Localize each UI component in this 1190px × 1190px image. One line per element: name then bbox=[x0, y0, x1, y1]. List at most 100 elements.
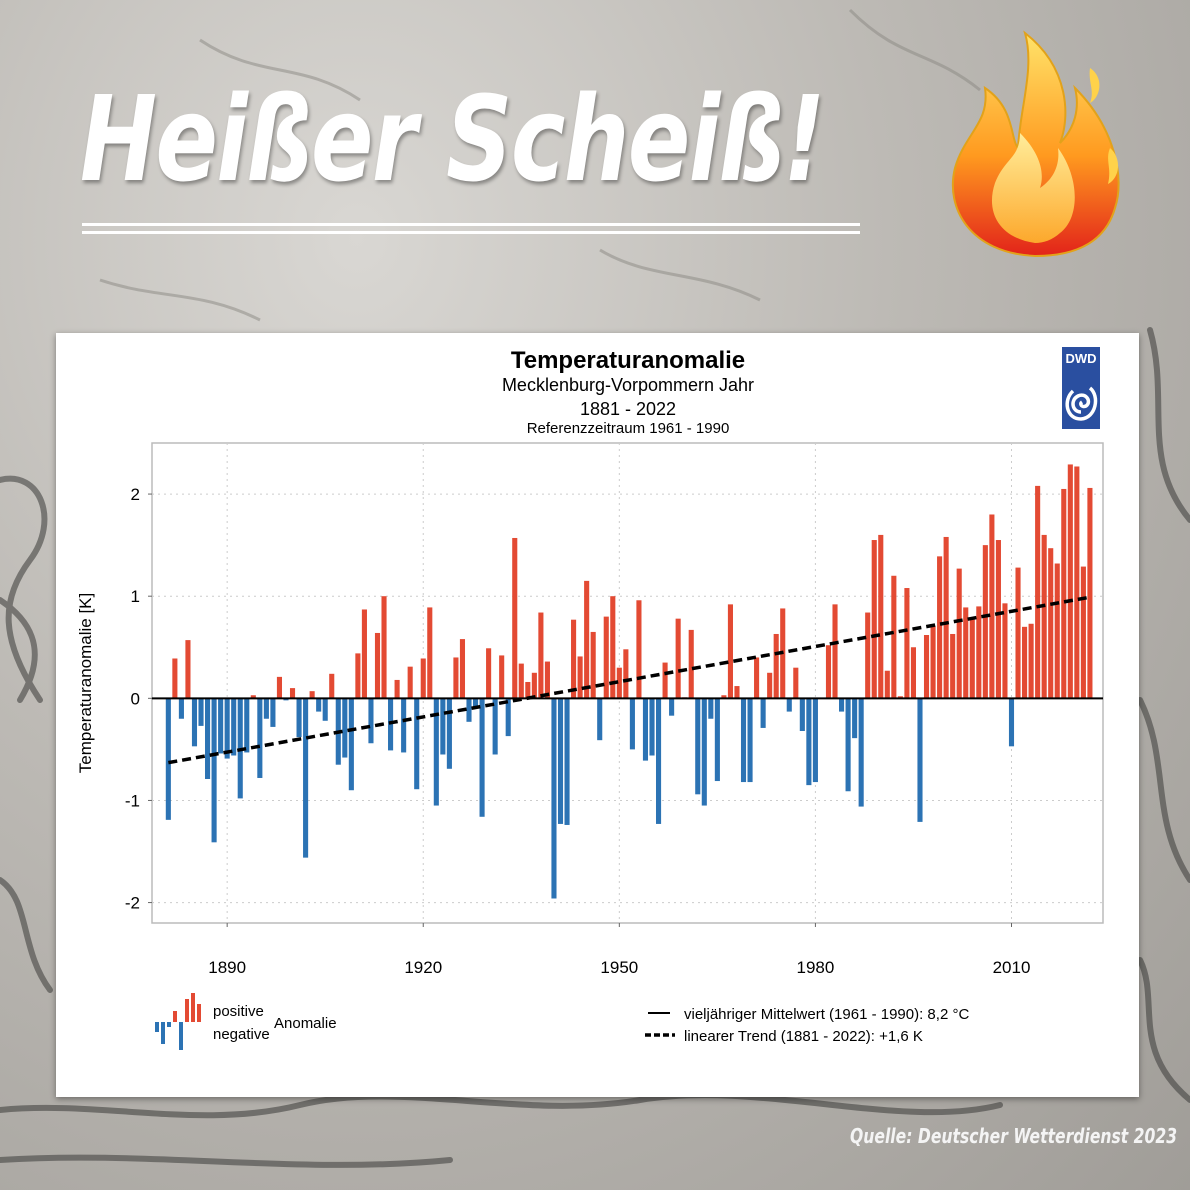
bar-2016 bbox=[1048, 548, 1054, 699]
bar-1988 bbox=[865, 612, 871, 699]
bar-1916 bbox=[394, 679, 400, 699]
legend: positive negative Anomalie vieljähriger … bbox=[155, 993, 969, 1050]
bar-1951 bbox=[623, 649, 629, 699]
bar-2019 bbox=[1067, 464, 1073, 699]
bar-1938 bbox=[538, 612, 544, 699]
bar-1927 bbox=[466, 698, 472, 722]
bar-2005 bbox=[976, 606, 982, 699]
bar-1944 bbox=[577, 656, 583, 699]
bar-1968 bbox=[734, 686, 740, 699]
bar-1899 bbox=[283, 698, 289, 701]
bar-1982 bbox=[825, 645, 832, 699]
x-tick-label: 1950 bbox=[600, 958, 638, 977]
bar-1989 bbox=[871, 540, 877, 699]
bar-1972 bbox=[760, 698, 766, 728]
bar-1950 bbox=[616, 667, 622, 699]
bar-1945 bbox=[584, 580, 590, 699]
bar-1941 bbox=[557, 698, 564, 824]
bar-1937 bbox=[531, 672, 537, 699]
bar-2021 bbox=[1080, 566, 1086, 699]
bar-1970 bbox=[747, 698, 753, 783]
bar-2001 bbox=[950, 633, 956, 699]
headline-underline bbox=[82, 223, 860, 226]
y-axis-label: Temperaturanomalie [K] bbox=[76, 593, 95, 773]
bar-1974 bbox=[773, 633, 779, 699]
bar-1885 bbox=[191, 698, 198, 747]
bar-1959 bbox=[675, 618, 681, 699]
bar-2008 bbox=[995, 540, 1001, 699]
bar-2002 bbox=[956, 568, 962, 699]
bar-1955 bbox=[649, 698, 655, 756]
bar-1895 bbox=[257, 698, 263, 778]
chart-title: Temperaturanomalie bbox=[511, 347, 745, 374]
y-tick-label: -2 bbox=[125, 894, 140, 913]
bar-1930 bbox=[486, 648, 492, 699]
bar-1904 bbox=[316, 698, 322, 712]
bar-1935 bbox=[518, 663, 524, 699]
bar-1990 bbox=[878, 534, 884, 699]
bar-1966 bbox=[721, 695, 727, 699]
bar-1992 bbox=[891, 575, 897, 699]
bar-1994 bbox=[904, 588, 910, 699]
bar-1914 bbox=[381, 596, 387, 699]
bar-1999 bbox=[937, 556, 943, 699]
bar-2010 bbox=[1008, 698, 1015, 747]
bar-1905 bbox=[322, 698, 328, 721]
bar-1983 bbox=[832, 604, 838, 699]
legend-positive: positive bbox=[213, 1003, 264, 1020]
bar-1881 bbox=[165, 698, 171, 820]
x-tick-label: 2010 bbox=[993, 958, 1031, 977]
bar-2017 bbox=[1054, 563, 1060, 699]
bar-1946 bbox=[590, 631, 596, 699]
bar-1891 bbox=[231, 698, 237, 756]
bar-1918 bbox=[407, 666, 413, 699]
bar-1957 bbox=[662, 662, 668, 699]
bar-1921 bbox=[427, 607, 433, 699]
y-tick-label: -1 bbox=[125, 791, 140, 810]
dwd-logo-text: DWD bbox=[1065, 351, 1096, 366]
bar-1987 bbox=[858, 698, 864, 807]
legend-mean-label: vieljähriger Mittelwert (1961 - 1990): 8… bbox=[684, 1006, 969, 1023]
headline-underline-2 bbox=[82, 231, 860, 234]
bar-1893 bbox=[244, 698, 250, 753]
bar-1995 bbox=[910, 647, 917, 699]
bar-1925 bbox=[453, 657, 459, 699]
bar-2000 bbox=[943, 536, 949, 699]
bar-1920 bbox=[420, 658, 426, 699]
bar-2007 bbox=[989, 514, 995, 699]
bar-1956 bbox=[655, 698, 662, 824]
x-tick-label: 1980 bbox=[796, 958, 834, 977]
bar-1947 bbox=[597, 698, 603, 741]
flame-icon bbox=[951, 30, 1120, 258]
bar-1976 bbox=[786, 698, 792, 712]
bar-1954 bbox=[642, 698, 649, 761]
bar-1971 bbox=[754, 657, 760, 699]
bar-1910 bbox=[355, 653, 361, 699]
bar-1887 bbox=[205, 698, 211, 779]
bar-1922 bbox=[433, 698, 439, 806]
bar-1963 bbox=[701, 698, 707, 806]
bar-1934 bbox=[512, 537, 518, 699]
bar-1906 bbox=[329, 673, 335, 699]
bar-1939 bbox=[544, 661, 550, 699]
bar-2015 bbox=[1041, 534, 1047, 699]
bar-1931 bbox=[492, 698, 498, 755]
bar-2003 bbox=[963, 607, 969, 699]
bar-2004 bbox=[969, 617, 975, 699]
bar-2014 bbox=[1035, 485, 1041, 699]
bar-1942 bbox=[564, 698, 570, 825]
dwd-logo: DWD bbox=[1062, 347, 1100, 429]
bar-1985 bbox=[845, 698, 851, 792]
bar-1888 bbox=[211, 698, 217, 843]
bar-1943 bbox=[571, 619, 577, 699]
bar-1900 bbox=[289, 688, 296, 699]
bar-1993 bbox=[897, 696, 903, 699]
trend-line bbox=[168, 595, 1091, 765]
bar-1967 bbox=[727, 604, 733, 699]
bar-1933 bbox=[505, 698, 511, 737]
bar-1883 bbox=[178, 698, 184, 719]
bar-1940 bbox=[551, 698, 557, 899]
bar-1884 bbox=[185, 640, 191, 699]
